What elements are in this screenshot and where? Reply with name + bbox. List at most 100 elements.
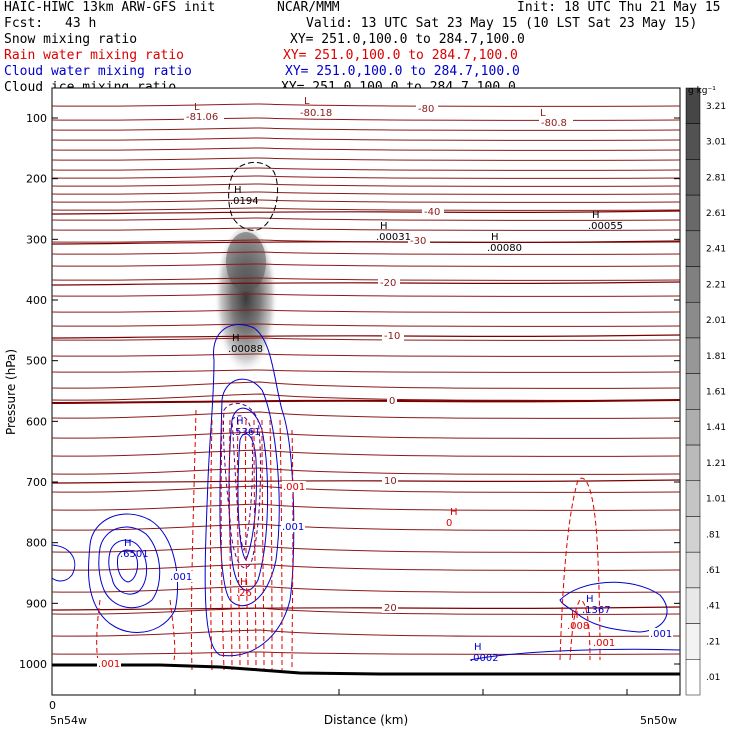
temperature-line — [52, 240, 680, 245]
colorbar-label: 2.41 — [706, 245, 726, 255]
org-label: NCAR/MMM — [277, 0, 340, 15]
contour-label: .001 — [283, 482, 305, 493]
max-value: .0194 — [230, 196, 259, 207]
field-cloudwater-name: Cloud water mixing ratio — [4, 64, 192, 79]
isentrope-line — [52, 117, 680, 121]
colorbar-label: 3.21 — [706, 102, 726, 112]
isentrope-line — [52, 369, 680, 373]
max-marker: H — [450, 507, 458, 518]
colorbar-swatch — [685, 123, 701, 160]
temperature-label: -20 — [380, 278, 396, 289]
max-marker: H — [234, 185, 242, 196]
colorbar-label: 1.01 — [706, 495, 726, 505]
isentrope-line — [52, 157, 680, 161]
isentrope-line — [52, 309, 680, 313]
isentrope-line — [52, 137, 680, 141]
isentrope-line — [52, 545, 680, 553]
temperature-label: -10 — [384, 331, 400, 342]
colorbar-label: 2.81 — [706, 173, 726, 183]
y-tick-label: 300 — [26, 233, 47, 246]
colorbar-swatch — [685, 659, 701, 696]
rain-water-contours — [96, 409, 601, 671]
temperature-line — [52, 210, 680, 215]
plot-frame — [51, 87, 681, 696]
max-marker: H — [586, 594, 594, 605]
max-marker: H — [491, 232, 499, 243]
low-marker: L — [304, 96, 310, 107]
isentrope-line — [52, 411, 680, 419]
temperature-line — [52, 399, 680, 404]
isentrope-line — [52, 217, 680, 221]
colorbar-swatch — [685, 480, 701, 517]
forecast-hour: 43 h — [65, 16, 97, 31]
max-marker: H — [474, 642, 482, 653]
max-value: .00031 — [376, 232, 411, 243]
contour-label: .001 — [593, 638, 615, 649]
y-tick-label: 1000 — [19, 658, 47, 671]
colorbar-swatch — [685, 409, 701, 446]
isentrope-line — [52, 207, 680, 211]
x-right-location: 5n50w — [640, 714, 677, 727]
temperature-label: 10 — [384, 476, 397, 487]
colorbar-swatch — [685, 587, 701, 624]
isentrope-line — [52, 353, 680, 357]
isentrope-line — [52, 523, 680, 531]
y-tick-label: 400 — [26, 294, 47, 307]
isentrope-line — [52, 629, 680, 637]
isentrope-line — [52, 585, 680, 593]
colorbar-swatch — [685, 337, 701, 374]
isentrope-line — [52, 431, 680, 439]
contour-label: .001 — [650, 629, 672, 640]
isentrope-line — [52, 449, 680, 457]
isentrope-line — [52, 183, 680, 187]
contour-label: .001 — [282, 522, 304, 533]
isentrope-line — [52, 127, 680, 131]
max-marker: H — [380, 221, 388, 232]
valid-time: Valid: 13 UTC Sat 23 May 15 (10 LST Sat … — [306, 16, 698, 31]
max-value: .008 — [567, 621, 589, 632]
colorbar-label: 3.01 — [706, 138, 726, 148]
x-axis-label: Distance (km) — [324, 713, 408, 727]
colorbar-swatch — [685, 444, 701, 482]
max-marker: H — [240, 577, 248, 588]
field-rain-xy: XY= 251.0,100.0 to 284.7,100.0 — [283, 48, 518, 63]
max-marker: H — [232, 333, 240, 344]
isentrope-line — [52, 277, 680, 281]
colorbar-label: 1.81 — [706, 352, 726, 362]
y-tick-label: 100 — [26, 112, 47, 125]
colorbar-unit: g kg⁻¹ — [688, 86, 716, 96]
max-marker: H — [592, 210, 600, 221]
x-left-location: 5n54w — [50, 714, 87, 727]
init-time: Init: 18 UTC Thu 21 May 15 — [517, 0, 721, 15]
model-title: HAIC-HIWC 13km ARW-GFS init — [4, 0, 216, 15]
colorbar-swatch — [685, 516, 701, 553]
isentrope-line — [52, 175, 680, 179]
colorbar-label: .21 — [706, 637, 720, 647]
isentrope-line — [52, 227, 680, 231]
field-snow-name: Snow mixing ratio — [4, 32, 138, 47]
colorbar-swatch — [685, 623, 701, 660]
max-value: .6501 — [120, 549, 149, 560]
field-rain-name: Rain water mixing ratio — [4, 48, 185, 63]
colorbar-swatch — [685, 266, 701, 303]
isentrope-line — [52, 191, 680, 195]
field-snow-xy: XY= 251.0,100.0 to 284.7,100.0 — [290, 32, 525, 47]
temperature-label: -80 — [418, 104, 434, 115]
colorbar-label: .61 — [706, 566, 720, 576]
max-value: 0 — [446, 518, 452, 529]
temperature-line — [52, 479, 680, 484]
colorbar-label: .81 — [706, 530, 720, 540]
max-value: .26 — [236, 588, 252, 599]
colorbar-swatch — [685, 194, 701, 232]
x-start-tick: 0 — [49, 699, 56, 712]
isentrope-line — [52, 263, 680, 267]
terrain-line — [52, 663, 680, 676]
isentrope-line — [52, 293, 680, 297]
low-marker: L — [194, 102, 200, 113]
temperature-label: 0 — [389, 396, 395, 407]
colorbar-swatch — [685, 301, 701, 339]
max-marker: H — [571, 610, 579, 621]
field-cloudwater-xy: XY= 251.0,100.0 to 284.7,100.0 — [285, 64, 520, 79]
isentrope-line — [52, 103, 680, 107]
